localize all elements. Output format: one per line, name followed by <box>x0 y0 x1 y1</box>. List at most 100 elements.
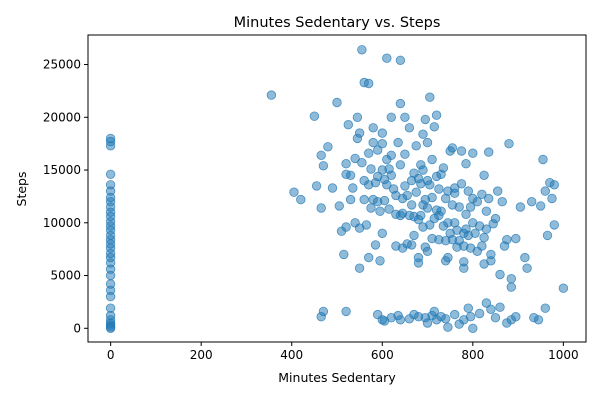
data-point <box>364 148 374 158</box>
data-point <box>438 163 449 173</box>
data-point <box>395 160 406 170</box>
data-point <box>511 312 521 322</box>
data-point <box>484 193 494 204</box>
data-point <box>407 200 417 210</box>
data-point <box>490 313 501 323</box>
data-point <box>549 180 560 190</box>
data-point <box>477 189 487 200</box>
data-point <box>450 309 460 320</box>
data-point <box>461 158 471 169</box>
data-point <box>386 150 397 161</box>
data-point <box>527 196 537 207</box>
data-point <box>375 206 385 216</box>
data-point <box>461 209 471 220</box>
data-point <box>395 98 406 109</box>
data-point <box>443 252 453 263</box>
data-point <box>359 194 369 205</box>
data-point <box>481 206 492 216</box>
data-point <box>384 204 394 214</box>
data-point <box>418 129 428 139</box>
data-point <box>447 143 458 153</box>
y-tick-label: 25000 <box>43 58 81 72</box>
data-point <box>481 224 492 234</box>
data-point <box>105 133 116 144</box>
data-point <box>497 196 507 207</box>
data-point <box>511 233 521 244</box>
data-point <box>289 187 299 197</box>
data-point <box>375 256 385 266</box>
y-axis-ticks: 0 5000 10000 15000 20000 25000 <box>43 58 88 335</box>
data-point <box>422 137 433 148</box>
data-point <box>443 322 453 332</box>
data-point <box>474 308 485 319</box>
data-point <box>490 213 501 224</box>
data-point <box>425 180 435 190</box>
data-point <box>354 263 365 273</box>
data-point <box>479 170 489 181</box>
y-tick-label: 15000 <box>43 163 81 177</box>
data-point <box>504 138 514 149</box>
x-tick-label: 600 <box>371 348 394 362</box>
x-axis-ticks: 0 200 400 600 800 1000 <box>107 342 579 362</box>
data-point <box>400 181 410 191</box>
data-point <box>411 187 421 197</box>
data-point <box>422 203 433 213</box>
data-point <box>400 149 410 159</box>
data-point <box>558 283 569 293</box>
data-point <box>427 154 437 165</box>
data-point <box>357 157 367 168</box>
data-point <box>407 240 417 250</box>
data-point <box>456 146 467 156</box>
data-point <box>339 249 349 260</box>
data-point <box>393 137 403 148</box>
data-point <box>434 184 444 194</box>
data-point <box>105 169 116 180</box>
data-point <box>316 150 326 161</box>
y-tick-label: 20000 <box>43 110 81 124</box>
data-point <box>468 323 478 334</box>
data-point <box>540 186 551 196</box>
data-point <box>515 202 526 212</box>
data-points <box>105 45 569 334</box>
data-point <box>547 193 557 204</box>
data-point <box>382 180 392 190</box>
data-point <box>309 111 320 121</box>
data-point <box>352 112 363 123</box>
data-point <box>373 145 383 155</box>
data-point <box>429 306 440 317</box>
data-point <box>486 304 496 315</box>
data-point <box>377 228 388 239</box>
data-point <box>549 220 560 230</box>
data-point <box>377 138 388 149</box>
data-point <box>506 274 517 284</box>
data-point <box>395 55 406 66</box>
data-point <box>506 282 517 292</box>
data-point <box>402 190 412 201</box>
data-point <box>377 128 388 138</box>
data-point <box>538 154 548 165</box>
data-point <box>366 203 376 213</box>
data-point <box>463 303 474 313</box>
data-point <box>341 158 351 169</box>
y-tick-label: 0 <box>73 321 81 335</box>
data-point <box>368 137 378 148</box>
data-point <box>493 186 503 196</box>
data-point <box>379 195 390 206</box>
data-point <box>429 122 440 132</box>
data-point <box>463 186 474 196</box>
data-point <box>522 263 532 273</box>
data-point <box>536 201 546 211</box>
data-point <box>495 302 505 312</box>
data-point <box>105 180 116 190</box>
data-point <box>318 161 329 171</box>
data-point <box>296 194 306 205</box>
data-point <box>327 183 338 193</box>
data-point <box>450 183 460 193</box>
data-point <box>332 97 342 108</box>
data-point <box>345 170 356 181</box>
data-point <box>540 303 551 313</box>
data-point <box>348 183 358 193</box>
data-point <box>477 241 487 251</box>
data-point <box>105 279 116 289</box>
